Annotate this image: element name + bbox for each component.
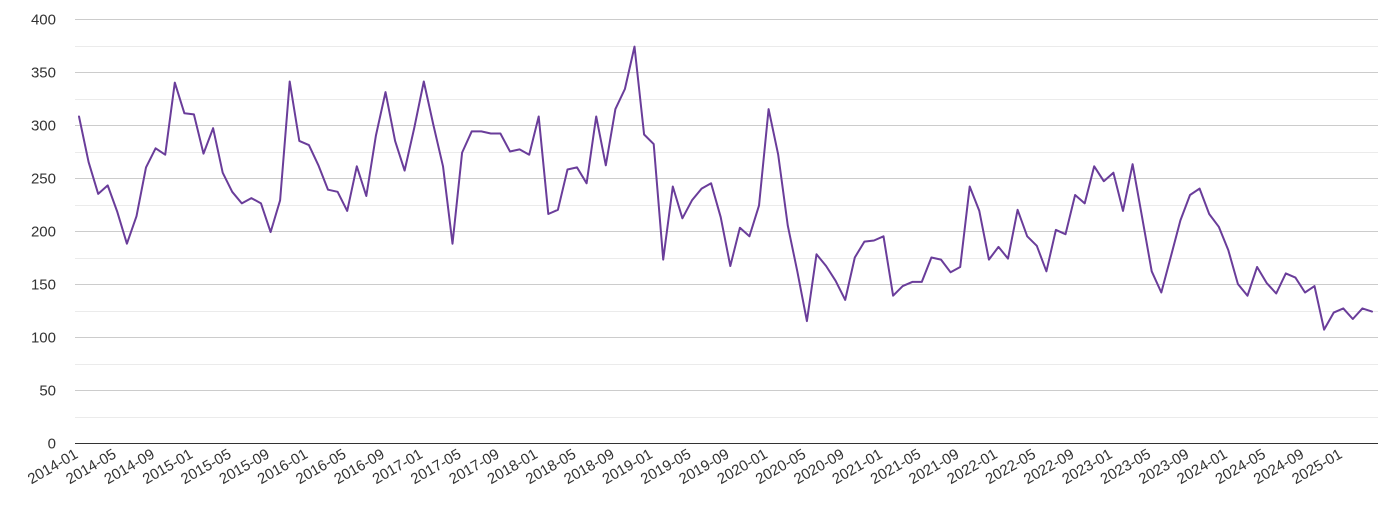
y-tick-label: 50 bbox=[39, 383, 56, 400]
series-line bbox=[78, 45, 1373, 331]
y-tick-label: 350 bbox=[31, 65, 56, 82]
y-tick-label: 0 bbox=[48, 436, 56, 453]
y-tick-label: 150 bbox=[31, 277, 56, 294]
y-tick-label: 300 bbox=[31, 118, 56, 135]
y-tick-label: 250 bbox=[31, 171, 56, 188]
series-group bbox=[78, 45, 1373, 331]
y-axis-tick-labels: 0 50 100 150 200 250 300 350 400 bbox=[31, 12, 56, 453]
y-tick-label: 200 bbox=[31, 224, 56, 241]
x-axis-tick-labels: 2014-012014-052014-092015-012015-052015-… bbox=[25, 446, 1345, 488]
y-tick-label: 400 bbox=[31, 12, 56, 29]
y-tick-label: 100 bbox=[31, 330, 56, 347]
major-gridlines bbox=[75, 19, 1378, 391]
